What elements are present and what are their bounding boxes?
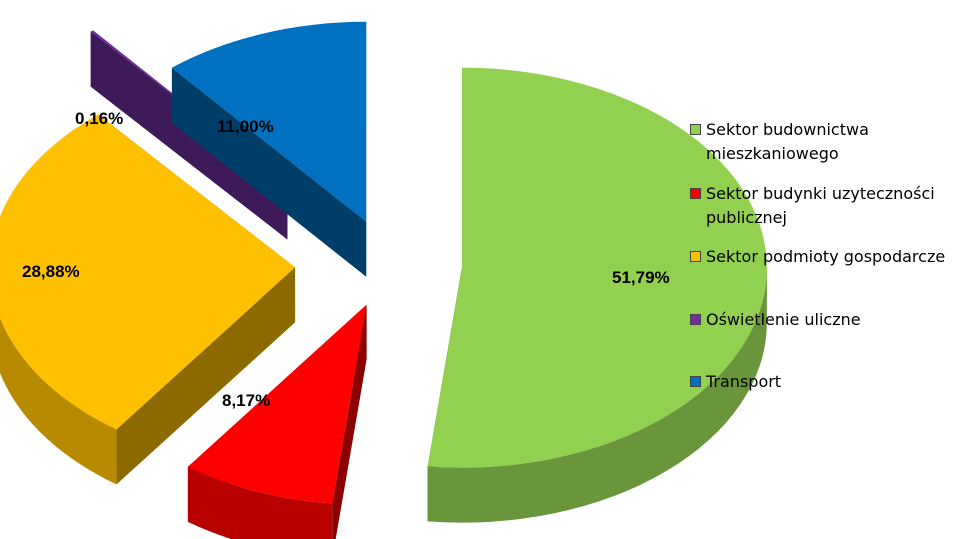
slice-top (171, 21, 367, 222)
data-label-street-lighting: 0,16% (75, 109, 123, 128)
pie-slices (0, 21, 767, 539)
legend-swatch (690, 376, 701, 387)
legend-item-street-lighting: Oświetlenie uliczne (690, 308, 861, 332)
legend-label: Sektor budynki uzyteczności (706, 184, 935, 203)
slice-side-wall (171, 67, 367, 277)
data-label-transport: 11,00% (217, 117, 274, 136)
slice-public-buildings (187, 304, 367, 539)
legend-item-business: Sektor podmioty gospodarcze (690, 245, 945, 269)
slice-outer-wall (427, 267, 767, 523)
legend-label: Sektor podmioty gospodarcze (706, 247, 946, 266)
legend-swatch (690, 124, 701, 135)
slice-transport (171, 21, 367, 277)
legend-label-cont: mieszkaniowego (706, 144, 839, 163)
legend-item-transport: Transport (690, 370, 781, 394)
legend-swatch (690, 251, 701, 262)
legend-swatch (690, 314, 701, 325)
slice-outer-wall (0, 317, 117, 485)
legend-label: Oświetlenie uliczne (706, 310, 861, 329)
data-label-business: 28,88% (22, 262, 80, 281)
slice-residential (427, 67, 767, 523)
slice-top (0, 114, 296, 430)
legend-item-residential: Sektor budownictwa mieszkaniowego (690, 118, 869, 166)
legend-label: Sektor budownictwa (706, 120, 869, 139)
slice-side-wall (116, 267, 296, 485)
data-labels: 51,79% 8,17% 28,88% 0,16% 11,00% (22, 109, 670, 410)
data-label-public-buildings: 8,17% (222, 391, 270, 410)
slice-top (427, 67, 767, 468)
slice-outer-wall (187, 466, 333, 539)
legend-item-public-buildings: Sektor budynki uzyteczności publicznej (690, 182, 935, 230)
legend-swatch (690, 188, 701, 199)
legend-label-cont: publicznej (706, 208, 787, 227)
data-label-residential: 51,79% (612, 268, 670, 287)
legend-label: Transport (706, 372, 782, 391)
slice-top (187, 304, 367, 504)
slice-business (0, 114, 296, 485)
